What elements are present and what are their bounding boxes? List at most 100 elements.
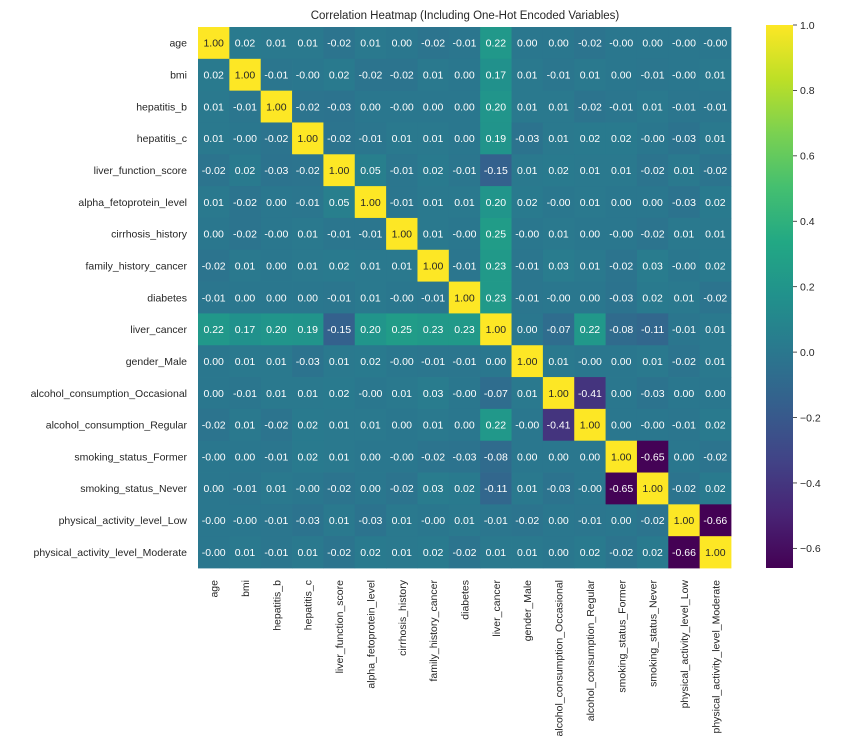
x-tick-label: liver_function_score xyxy=(334,580,346,674)
heatmap-cell xyxy=(198,249,230,282)
cell-value-label: -0.02 xyxy=(609,260,633,272)
x-tick-labels: age bmi hepatitis_b hepatitis_c liver_functi… xyxy=(209,579,723,736)
heatmap-cell xyxy=(605,90,638,123)
cell-value-label: 1.00 xyxy=(235,70,256,82)
heatmap-cell xyxy=(636,345,669,378)
x-tick-label: hepatitis_c xyxy=(303,580,315,630)
cell-value-label: 0.01 xyxy=(392,547,413,559)
heatmap-cell xyxy=(542,408,575,442)
heatmap-cell xyxy=(448,90,481,123)
cell-value-label: -0.01 xyxy=(390,197,414,209)
y-tick-label: alpha_fetoprotein_level xyxy=(78,197,187,209)
heatmap-cell xyxy=(229,154,262,187)
heatmap-cell xyxy=(323,313,356,346)
colorbar-tick-label: 0.0 xyxy=(800,347,815,359)
cell-value-label: -0.01 xyxy=(641,70,665,82)
heatmap-cell xyxy=(386,90,418,123)
heatmap-cell xyxy=(260,217,293,251)
cell-value-label: 1.00 xyxy=(392,229,413,241)
heatmap-cell xyxy=(417,122,450,155)
cell-value-label: 0.01 xyxy=(423,420,444,432)
y-tick-labels: age bmi hepatitis_b hepatitis_c liver_functi… xyxy=(31,38,188,559)
cell-value-label: 0.00 xyxy=(392,420,413,432)
heatmap-cell xyxy=(448,377,481,410)
heatmap-cell xyxy=(198,58,230,92)
cell-value-label: 0.00 xyxy=(298,292,319,304)
heatmap-cell xyxy=(574,504,606,537)
cell-value-label: 0.02 xyxy=(454,483,475,495)
cell-value-label: -0.02 xyxy=(453,547,477,559)
heatmap-cell xyxy=(511,504,544,537)
heatmap-cell xyxy=(417,154,450,187)
cell-value-label: 0.00 xyxy=(360,451,381,463)
heatmap-cell xyxy=(480,281,512,314)
cell-value-label: 0.02 xyxy=(329,260,350,272)
cell-value-label: 0.20 xyxy=(486,197,507,209)
cell-value-label: 0.02 xyxy=(611,133,632,145)
y-tick-label: smoking_status_Former xyxy=(74,451,187,463)
cell-value-label: 0.01 xyxy=(705,229,726,241)
cell-value-label: 1.00 xyxy=(517,356,538,368)
cell-value-label: -0.00 xyxy=(202,547,226,559)
cell-value-label: 0.01 xyxy=(266,38,287,50)
heatmap-cell xyxy=(636,440,669,473)
heatmap-cell xyxy=(229,345,262,378)
heatmap-cell xyxy=(198,313,230,346)
heatmap-cell xyxy=(668,90,701,123)
heatmap-cell xyxy=(542,58,575,92)
cell-value-label: 0.02 xyxy=(517,197,538,209)
cell-value-label: 0.00 xyxy=(642,38,663,50)
heatmap-cell xyxy=(605,58,638,92)
cell-value-label: -0.03 xyxy=(327,101,351,113)
heatmap-cell xyxy=(668,440,701,473)
cell-value-label: -0.02 xyxy=(609,547,633,559)
cell-value-label: -0.01 xyxy=(233,388,257,400)
cell-value-label: -0.00 xyxy=(390,451,414,463)
cell-value-label: 0.01 xyxy=(423,229,444,241)
heatmap-cell xyxy=(511,122,544,155)
heatmap-cell xyxy=(448,27,481,60)
heatmap-cell xyxy=(668,27,701,60)
heatmap-cell xyxy=(668,408,701,442)
heatmap-cell xyxy=(542,504,575,537)
heatmap-cell xyxy=(480,345,512,378)
x-tick-label: smoking_status_Never xyxy=(648,580,660,687)
cell-value-label: 0.01 xyxy=(392,515,413,527)
heatmap-cell xyxy=(699,281,732,314)
heatmap-cell xyxy=(511,536,544,569)
heatmap-cell xyxy=(636,313,669,346)
cell-value-label: -0.03 xyxy=(296,356,320,368)
cell-value-label: 0.00 xyxy=(548,515,569,527)
cell-value-label: 0.00 xyxy=(548,38,569,50)
heatmap-cell xyxy=(323,281,356,314)
heatmap-cell xyxy=(636,472,669,505)
cell-value-label: 0.01 xyxy=(392,133,413,145)
cell-value-label: -0.02 xyxy=(672,356,696,368)
heatmap-cell xyxy=(198,440,230,473)
x-tick-label: smoking_status_Former xyxy=(616,579,628,692)
heatmap-cell xyxy=(198,408,230,442)
heatmap-cell xyxy=(699,186,732,219)
cell-value-label: 0.01 xyxy=(517,483,538,495)
cell-value-label: -0.00 xyxy=(641,133,665,145)
heatmap-cell xyxy=(198,536,230,569)
cell-value-label: -0.02 xyxy=(233,197,257,209)
cell-value-label: -0.00 xyxy=(641,420,665,432)
cell-value-label: 0.01 xyxy=(705,133,726,145)
heatmap-cell xyxy=(480,377,512,410)
heatmap-cell xyxy=(636,154,669,187)
cell-value-label: 0.00 xyxy=(392,38,413,50)
cell-value-label: -0.02 xyxy=(578,101,602,113)
heatmap-cell xyxy=(511,345,544,378)
heatmap-cell xyxy=(386,186,418,219)
heatmap-cell xyxy=(480,154,512,187)
cell-value-label: 0.00 xyxy=(235,451,256,463)
y-tick-label: family_history_cancer xyxy=(85,260,187,272)
heatmap-cell xyxy=(574,58,606,92)
x-tick-label: gender_Male xyxy=(522,580,534,641)
cell-value-label: 0.00 xyxy=(517,324,538,336)
cell-value-label: 0.02 xyxy=(423,547,444,559)
heatmap-cell xyxy=(417,377,450,410)
cell-value-label: 1.00 xyxy=(329,165,350,177)
cell-value-label: -0.02 xyxy=(578,38,602,50)
